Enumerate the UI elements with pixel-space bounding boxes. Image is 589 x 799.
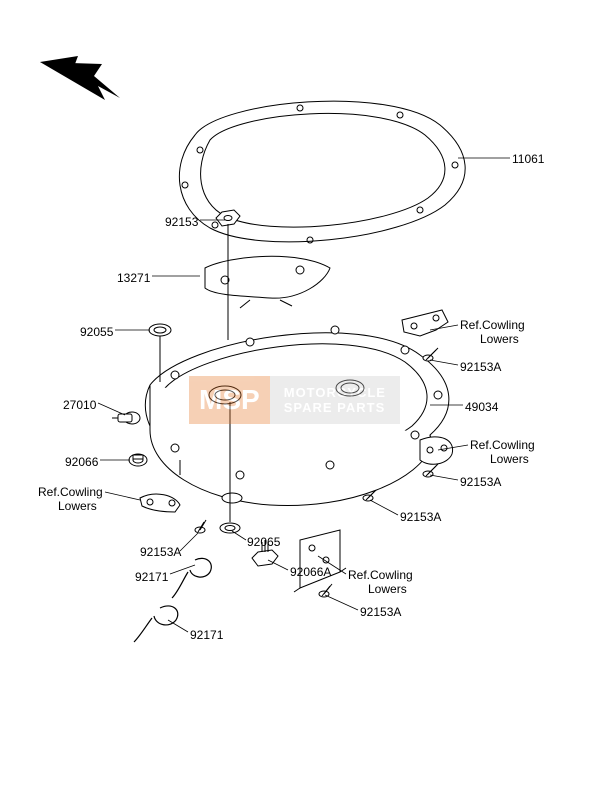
part-bracket-right-upper [402,310,448,336]
part-bracket-bottom [294,530,346,592]
part-clamp-92171-b [134,606,178,642]
part-plug-92066a [252,540,278,566]
part-oring-92055 [149,324,171,336]
part-plate-13271 [205,256,330,308]
part-switch-27010 [112,412,140,424]
part-bracket-right-lower [420,437,453,464]
part-bolt-92153a-1 [195,520,206,533]
leader-line [180,533,198,551]
part-washer-92065 [220,523,240,533]
leader-line [430,475,458,480]
oil-pan-diagram [0,0,589,799]
leader-line [232,531,246,540]
part-plug-92066 [129,454,147,466]
leader-line [430,360,458,365]
part-bracket-left [140,494,180,512]
leader-line [268,560,288,570]
leader-line [168,620,188,632]
leader-line [325,595,358,610]
leader-line [105,492,140,500]
part-bolt-92153a-4 [423,348,438,361]
back-arrow-icon [40,56,120,100]
part-clamp-92171-a [172,558,211,598]
leader-line [98,403,125,415]
leader-line [370,500,398,515]
diagram-canvas: MSP MOTORCYCLE SPARE PARTS 1106192153132… [0,0,589,799]
